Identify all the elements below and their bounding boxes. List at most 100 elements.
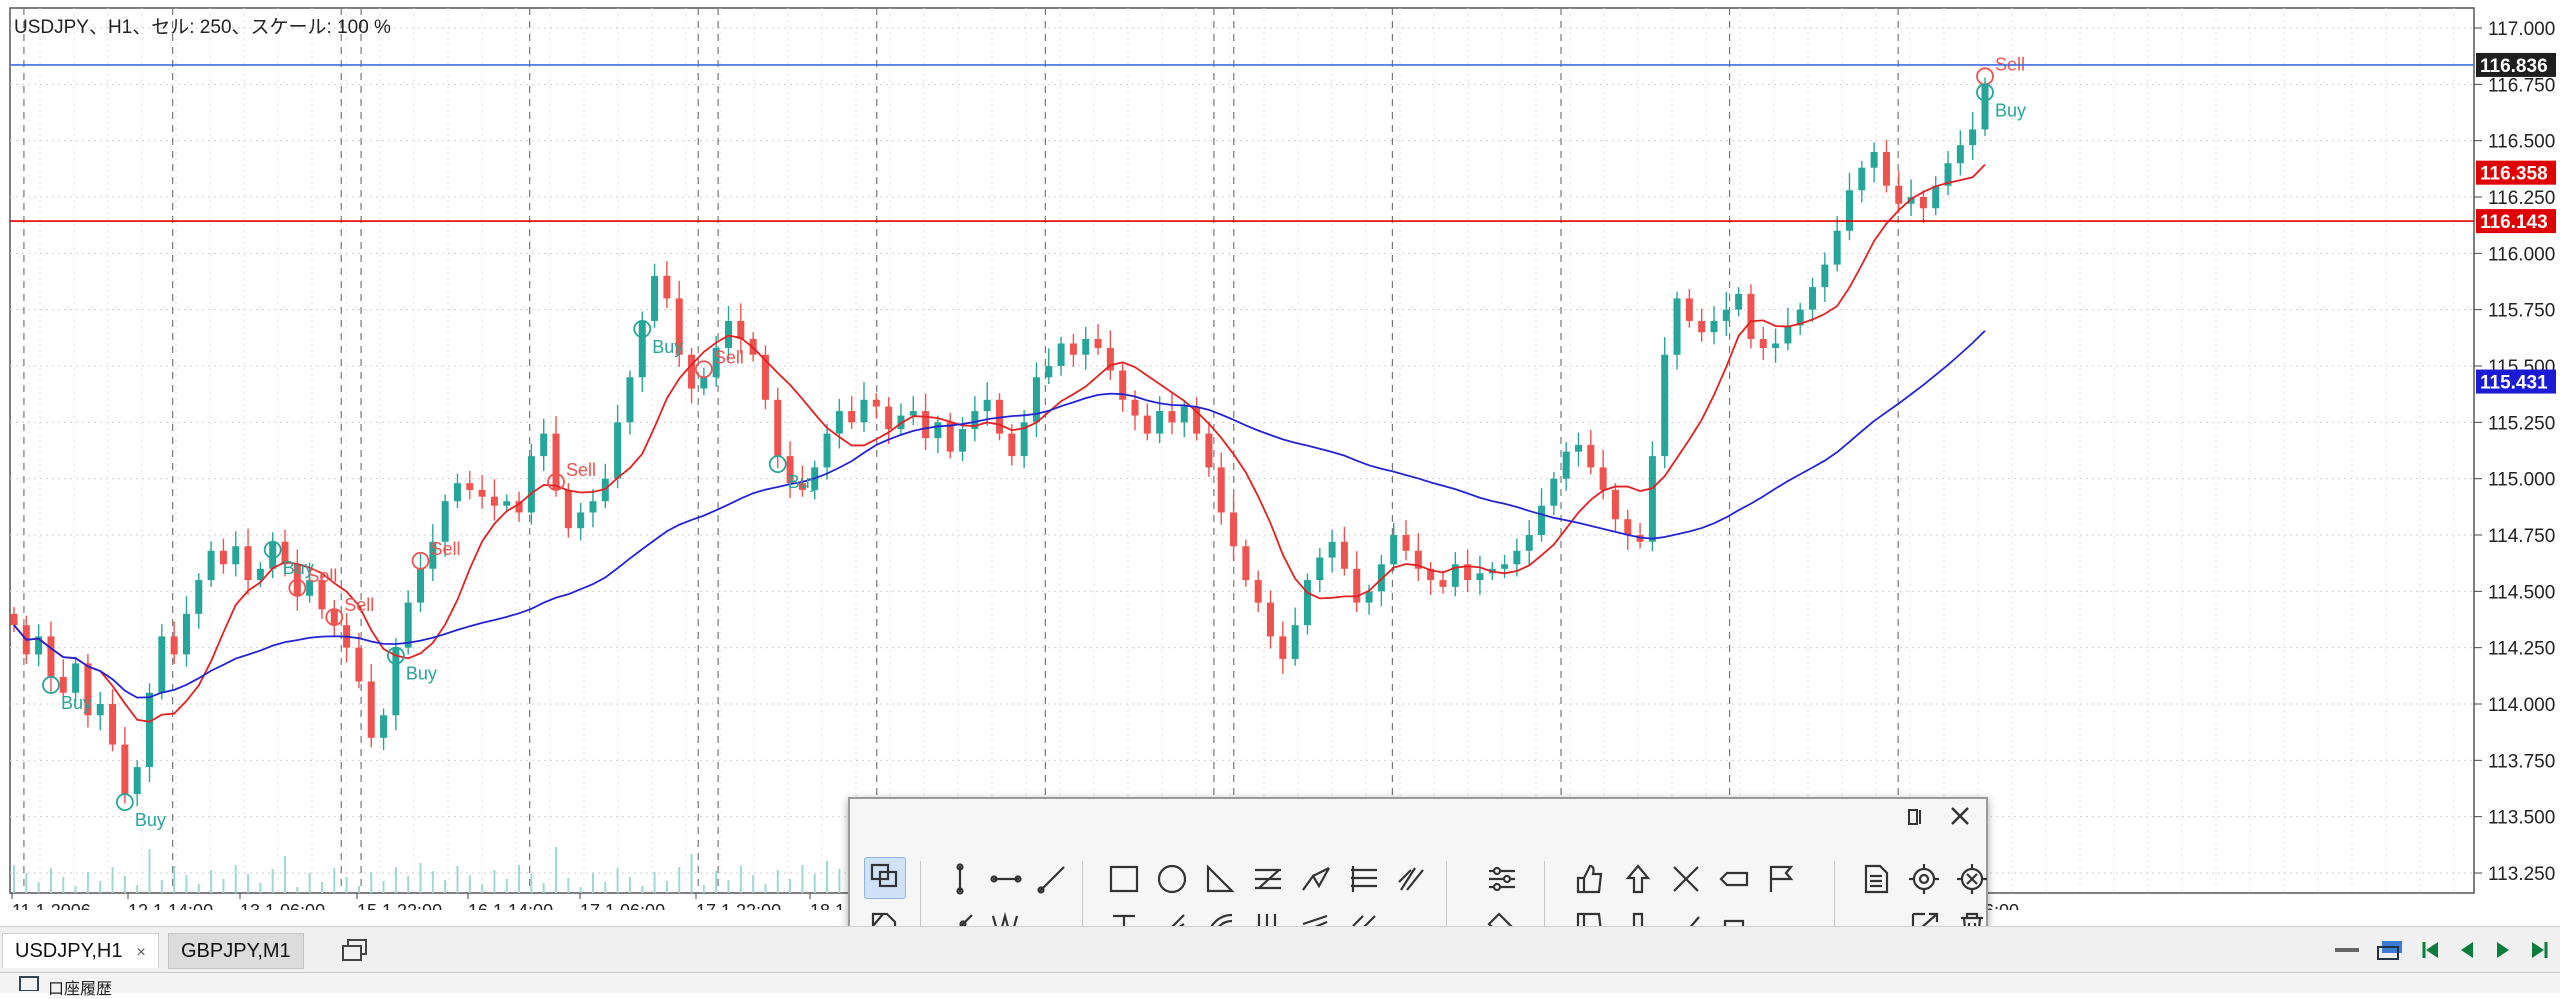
chart-frame	[9, 7, 2475, 894]
scroll-end-icon[interactable]	[2528, 939, 2550, 961]
cross-button[interactable]	[1666, 859, 1706, 899]
thumb-up-button[interactable]	[1570, 859, 1610, 899]
candle-body	[712, 347, 720, 378]
candle-body	[1809, 287, 1817, 310]
properties-button[interactable]	[1482, 859, 1522, 899]
rectangle-button[interactable]	[1104, 859, 1144, 899]
candle-body	[527, 456, 535, 513]
candle-body	[1328, 541, 1336, 558]
candle-body	[540, 433, 548, 457]
y-tick-label: 116.500	[2488, 132, 2555, 153]
candle-body	[1882, 151, 1890, 186]
candle-body	[1821, 264, 1829, 288]
candle-body	[1365, 591, 1373, 603]
price-badge-label: 115.431	[2480, 373, 2548, 394]
trendline-icon	[1037, 866, 1065, 894]
candle-body	[1907, 197, 1915, 204]
document-button[interactable]	[1856, 859, 1896, 899]
candle-body	[1784, 325, 1792, 344]
tab-usdjpy-h1[interactable]: USDJPY,H1 ×	[2, 933, 159, 968]
candle-body	[269, 541, 277, 569]
candle-body	[1230, 512, 1238, 547]
signal-marker	[263, 540, 282, 559]
regression-channel-button[interactable]	[1248, 859, 1288, 899]
history-icon	[19, 976, 39, 991]
candle-body	[1685, 298, 1693, 321]
signal-marker	[633, 320, 652, 338]
chart-canvas[interactable]: 117.000 116.750 116.500 116.250 116.000 115.7…	[0, 0, 2560, 910]
close-icon[interactable]	[1948, 804, 1972, 828]
candle-body	[195, 580, 203, 614]
signal-marker	[115, 793, 134, 812]
zoom-out-icon[interactable]	[2332, 939, 2362, 961]
candle-body	[1279, 636, 1287, 659]
candle-body	[1414, 550, 1422, 569]
flag-button[interactable]	[1762, 859, 1802, 899]
candle-body	[330, 609, 338, 626]
signal-marker	[547, 473, 565, 491]
fibonacci-channel-button[interactable]	[1344, 859, 1384, 899]
candle-body	[367, 681, 375, 738]
candle-body	[1451, 564, 1459, 587]
ellipse-icon	[1157, 864, 1187, 894]
candle-body	[1032, 377, 1040, 423]
candle-body	[552, 433, 560, 490]
tab-gbpjpy-m1[interactable]: GBPJPY,M1	[168, 933, 304, 969]
candle-body	[1217, 467, 1225, 513]
candle-body	[121, 744, 129, 795]
candle-body	[823, 433, 831, 468]
candle-body	[663, 275, 671, 299]
candle-body	[1895, 185, 1903, 204]
toolbar-header[interactable]	[850, 799, 1986, 835]
candle-body	[35, 636, 43, 655]
candle-body	[1599, 467, 1607, 490]
ellipse-button[interactable]	[1152, 859, 1192, 899]
price-label-icon	[1719, 871, 1749, 887]
window-list-icon[interactable]	[340, 937, 370, 963]
horizontal-line-button[interactable]	[986, 859, 1026, 899]
candle-body	[1267, 602, 1275, 637]
candle-body	[1242, 546, 1250, 581]
andrews-pitchfork-button[interactable]	[1296, 859, 1336, 899]
triangle-button[interactable]	[1200, 859, 1240, 899]
arrow-up-button[interactable]	[1618, 859, 1658, 899]
candle-body	[1119, 370, 1127, 400]
candle-body	[1944, 163, 1952, 186]
candle-body	[1919, 197, 1927, 209]
price-chart[interactable]: 117.000 116.750 116.500 116.250 116.000 115.7…	[0, 0, 2560, 910]
candle-body	[256, 568, 264, 581]
candle-body	[1624, 519, 1632, 535]
trendline-button[interactable]	[1032, 859, 1072, 899]
tab-close-icon[interactable]: ×	[136, 944, 146, 961]
scroll-start-icon[interactable]	[2420, 939, 2442, 961]
y-tick-label: 116.250	[2488, 188, 2555, 209]
candle-body	[490, 496, 498, 506]
candle-body	[133, 767, 141, 795]
chart-info-label: USDJPY、H1、セル: 250、スケール: 100 %	[14, 17, 391, 38]
candle-body	[1587, 444, 1595, 468]
signal-marker	[1976, 83, 1994, 102]
chart-shift-icon[interactable]	[2376, 939, 2406, 961]
candle-body	[1045, 366, 1053, 378]
scroll-left-icon[interactable]	[2456, 939, 2478, 961]
dock-icon[interactable]	[1904, 807, 1926, 827]
document-icon	[1864, 864, 1889, 894]
price-label-button[interactable]	[1714, 859, 1754, 899]
price-badge	[2476, 52, 2556, 77]
y-tick-label: 114.500	[2488, 582, 2555, 603]
chart-tabs: USDJPY,H1 × GBPJPY,M1	[0, 926, 2560, 973]
candle-body	[971, 411, 979, 430]
chart-navigation	[2332, 935, 2550, 965]
vertical-line-button[interactable]	[940, 859, 980, 899]
select-object-button[interactable]	[864, 857, 906, 899]
candle-body	[306, 580, 314, 596]
target-remove-button[interactable]	[1952, 859, 1992, 899]
signal-marker	[694, 360, 713, 379]
candle-body	[1858, 167, 1866, 191]
signal-label: Buy	[283, 558, 314, 578]
candle-body	[466, 483, 474, 490]
properties-icon	[1489, 866, 1515, 892]
scroll-right-icon[interactable]	[2492, 939, 2514, 961]
target-button[interactable]	[1904, 859, 1944, 899]
fibonacci-expansion-button[interactable]	[1392, 859, 1432, 899]
